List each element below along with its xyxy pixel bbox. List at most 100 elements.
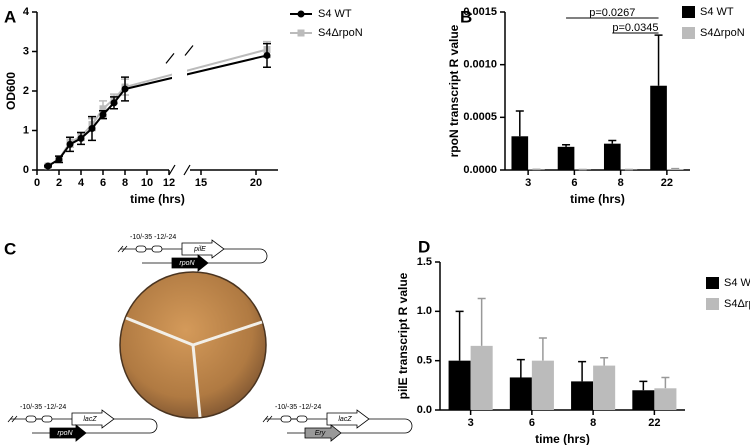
legend-label: S4ΔrpoN — [724, 298, 750, 310]
legend-label: S4 WT — [724, 277, 750, 289]
gene-label: lacZ — [83, 416, 97, 423]
y-axis-label: rpoN transcript R value — [447, 24, 461, 157]
x-tick-label: 4 — [78, 177, 85, 189]
data-point — [99, 105, 107, 113]
legend-label: S4 WT — [318, 8, 352, 20]
bar — [509, 377, 532, 410]
legend-marker — [297, 10, 305, 18]
x-tick-label: 3 — [468, 417, 474, 429]
gene-arrow — [181, 239, 225, 259]
error-bar — [562, 143, 571, 147]
x-tick-label: 15 — [195, 177, 207, 189]
gene-arrow — [326, 409, 370, 429]
error-bar — [515, 110, 524, 137]
bar — [448, 360, 471, 410]
data-point — [263, 51, 271, 59]
data-point — [88, 125, 96, 133]
legend-label: S4ΔrpoN — [318, 27, 363, 39]
promoter-box — [41, 415, 53, 423]
data-point — [55, 155, 63, 163]
error-bar — [578, 360, 587, 382]
promoter-box — [151, 245, 163, 253]
x-tick-label: 0 — [34, 177, 40, 189]
x-axis-label: time (hrs) — [130, 192, 185, 206]
legend-label: S4 WT — [700, 6, 734, 18]
marker-arrow — [49, 424, 87, 442]
y-axis-label: pilE transcript R value — [396, 272, 410, 399]
marker-label: rpoN — [179, 260, 195, 267]
error-bar — [661, 376, 670, 389]
data-point — [110, 99, 118, 107]
axis-break — [172, 12, 187, 178]
marker-label: rpoN — [57, 430, 73, 437]
error-bar — [671, 167, 680, 170]
x-tick-label: 22 — [661, 177, 673, 189]
promoter-box — [135, 245, 147, 253]
bar — [557, 146, 575, 170]
x-tick-label: 20 — [250, 177, 262, 189]
x-tick-label: 10 — [141, 177, 153, 189]
x-tick-label: 12 — [163, 177, 175, 189]
y-tick-label: 0.0010 — [463, 59, 497, 71]
y-tick-label: 0 — [23, 164, 29, 176]
legend-swatch — [706, 298, 719, 310]
break-marks — [262, 415, 273, 423]
y-tick-label: 1 — [23, 124, 29, 136]
bar — [632, 390, 655, 410]
y-tick-label: 0.0 — [417, 404, 432, 416]
promoter-box — [296, 415, 308, 423]
y-tick-label: 1.5 — [417, 256, 432, 268]
data-point — [121, 85, 129, 93]
error-bar — [538, 337, 547, 361]
y-tick-label: 4 — [23, 6, 30, 18]
marker-arrow — [304, 424, 342, 442]
panel-letter: C — [4, 239, 16, 258]
series-line — [47, 54, 268, 167]
y-tick-label: 2 — [23, 85, 29, 97]
bar — [666, 169, 684, 170]
marker-arrow — [171, 254, 209, 272]
error-bar — [516, 358, 525, 378]
y-tick-label: 1.0 — [417, 305, 432, 317]
gene-label: lacZ — [338, 416, 352, 423]
x-tick-label: 3 — [525, 177, 531, 189]
p-value: p=0.0267 — [589, 7, 635, 19]
gene-label: pilE — [193, 246, 206, 253]
x-tick-label: 2 — [56, 177, 62, 189]
error-bar — [455, 310, 464, 361]
bar — [571, 381, 594, 410]
bar — [511, 136, 529, 170]
series-line — [47, 48, 268, 167]
promoter-box — [280, 415, 292, 423]
error-bar — [600, 356, 609, 366]
x-tick-label: 8 — [590, 417, 596, 429]
y-tick-label: 0.0015 — [463, 6, 497, 18]
y-tick-label: 0.5 — [417, 355, 432, 367]
bar — [470, 345, 493, 410]
promoter-box — [25, 415, 37, 423]
data-point — [77, 134, 85, 142]
bar — [650, 85, 667, 170]
break-marks — [7, 415, 18, 423]
y-tick-label: 0.0005 — [463, 111, 497, 123]
panel-letter: B — [460, 7, 472, 26]
error-bar — [477, 297, 486, 346]
construct-diagram: -10/-35 -12/-24 lacZ Ery — [262, 404, 413, 442]
data-point — [66, 140, 74, 148]
x-tick-label: 8 — [618, 177, 624, 189]
bar — [531, 360, 554, 410]
x-tick-label: 6 — [529, 417, 535, 429]
legend-swatch — [682, 27, 695, 39]
error-bar — [608, 139, 617, 144]
legend-swatch — [706, 277, 719, 289]
marker-label: Ery — [315, 430, 326, 437]
x-tick-label: 6 — [571, 177, 577, 189]
construct-diagram: -10/-35 -12/-24 pilE rpoN — [117, 234, 268, 272]
promoter-label: -10/-35 -12/-24 — [20, 404, 66, 411]
x-tick-label: 8 — [122, 177, 128, 189]
x-tick-label: 6 — [100, 177, 106, 189]
promoter-label: -10/-35 -12/-24 — [130, 234, 176, 241]
axis-break — [165, 45, 194, 176]
error-bar — [639, 380, 648, 391]
